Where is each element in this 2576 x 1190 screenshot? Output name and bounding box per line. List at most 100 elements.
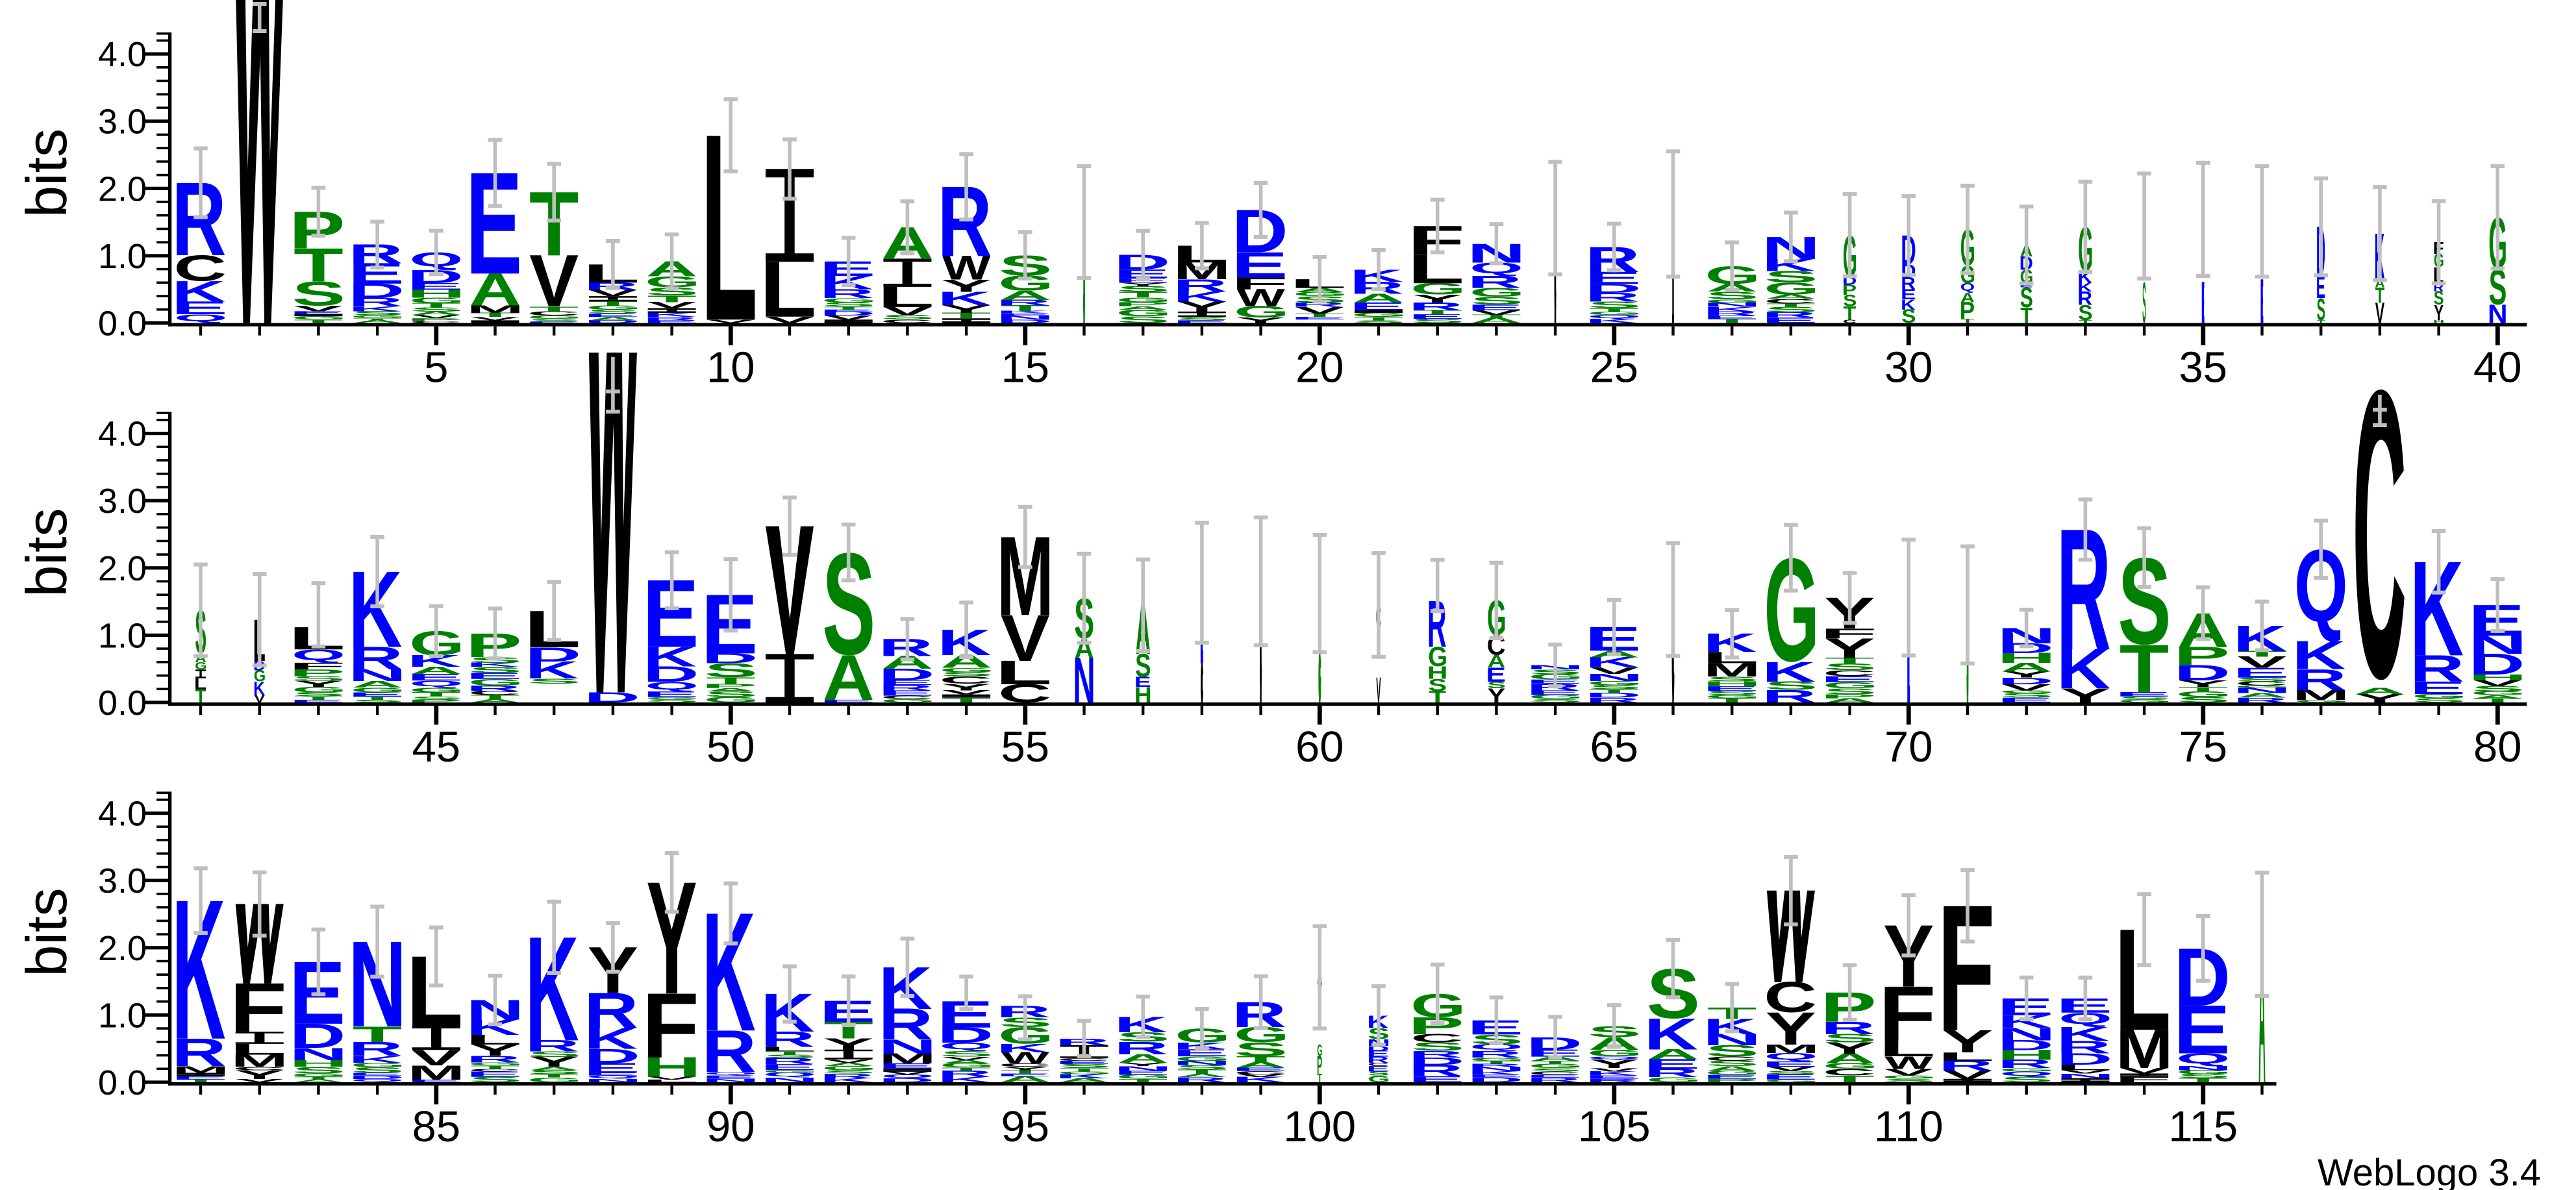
svg-text:N: N (1997, 1024, 2057, 1045)
svg-text:bits: bits (14, 888, 79, 977)
svg-text:E: E (1231, 245, 1288, 285)
svg-text:K: K (1762, 255, 1816, 275)
svg-text:F: F (2114, 1075, 2172, 1084)
svg-text:T: T (1295, 312, 1345, 317)
svg-text:Q: Q (174, 312, 228, 323)
svg-text:A: A (351, 319, 403, 324)
svg-text:D: D (1997, 676, 2054, 687)
svg-text:E: E (819, 309, 875, 312)
svg-text:S: S (1764, 268, 1818, 286)
svg-text:F: F (1231, 274, 1288, 293)
svg-text:A: A (1824, 697, 1876, 704)
svg-text:N: N (2488, 299, 2508, 328)
svg-text:D: D (1997, 1037, 2054, 1053)
svg-text:T: T (353, 317, 403, 321)
svg-text:A: A (940, 1059, 992, 1064)
svg-text:S: S (469, 665, 522, 675)
svg-text:K: K (1703, 305, 1757, 313)
svg-text:R: R (760, 1027, 815, 1052)
svg-text:2.0: 2.0 (98, 929, 147, 968)
svg-text:S: S (1706, 690, 1759, 697)
svg-text:V: V (294, 304, 343, 313)
svg-text:R: R (1408, 1061, 1463, 1080)
svg-text:T: T (412, 302, 462, 309)
svg-text:T: T (942, 311, 992, 319)
svg-text:S: S (2000, 691, 2053, 699)
svg-text:4.0: 4.0 (98, 35, 147, 74)
svg-text:Q: Q (1588, 314, 1642, 319)
svg-text:T: T (942, 696, 992, 704)
svg-text:K: K (643, 312, 697, 318)
svg-text:P: P (1114, 301, 1170, 308)
svg-text:E: E (819, 699, 875, 704)
svg-text:K: K (1703, 1014, 1757, 1039)
svg-text:R: R (1527, 1076, 1581, 1084)
svg-text:A: A (1176, 1072, 1228, 1078)
svg-text:K: K (2057, 1023, 2110, 1045)
svg-text:M: M (1762, 1042, 1819, 1056)
svg-text:K: K (1997, 1011, 2051, 1032)
svg-text:N: N (1585, 672, 1644, 684)
svg-text:C: C (1057, 1058, 1110, 1061)
svg-text:S: S (645, 285, 699, 298)
svg-text:H: H (2468, 673, 2527, 682)
svg-text:S: S (1428, 675, 1447, 695)
svg-text:20: 20 (1295, 343, 1344, 392)
svg-text:Q: Q (586, 1074, 640, 1078)
svg-text:K: K (349, 1054, 403, 1065)
svg-text:V: V (2473, 678, 2522, 688)
svg-text:A: A (999, 288, 1051, 303)
svg-text:E: E (1114, 1069, 1170, 1076)
svg-text:E: E (2409, 678, 2466, 698)
svg-text:E: E (1486, 663, 1506, 686)
svg-text:S: S (822, 301, 875, 308)
svg-text:R: R (1762, 310, 1816, 319)
svg-text:M: M (2292, 688, 2349, 703)
svg-text:S: S (1823, 662, 1877, 672)
svg-text:R: R (1468, 272, 1522, 291)
svg-text:S: S (2020, 282, 2033, 314)
svg-text:E: E (1703, 314, 1759, 319)
svg-text:D: D (348, 279, 405, 303)
svg-text:D: D (937, 1023, 994, 1047)
svg-text:K: K (584, 1022, 638, 1056)
svg-text:R: R (349, 1038, 403, 1061)
svg-text:N: N (996, 314, 1055, 321)
svg-text:N: N (2468, 630, 2527, 660)
svg-text:A: A (1471, 316, 1523, 325)
svg-text:C: C (1823, 1067, 1876, 1077)
svg-text:T: T (1590, 307, 1640, 312)
svg-text:R: R (1644, 1066, 1699, 1080)
svg-text:R: R (1173, 275, 1227, 295)
svg-text:E: E (348, 1072, 405, 1076)
svg-text:C: C (940, 674, 993, 686)
svg-text:55: 55 (1001, 723, 1050, 771)
svg-text:T: T (1429, 688, 1446, 706)
svg-text:G: G (1882, 1074, 1937, 1080)
svg-text:S: S (410, 306, 463, 313)
svg-text:C: C (1201, 652, 1203, 714)
svg-text:S: S (1706, 675, 1759, 682)
svg-text:E: E (466, 1070, 522, 1078)
svg-text:C: C (468, 690, 521, 697)
svg-text:V: V (470, 316, 519, 321)
svg-text:A: A (587, 316, 639, 321)
svg-text:V: V (1471, 309, 1521, 317)
svg-text:75: 75 (2179, 723, 2228, 771)
svg-text:C: C (527, 310, 581, 317)
svg-text:F: F (229, 969, 287, 1047)
svg-text:K: K (702, 876, 756, 1067)
svg-text:S: S (528, 318, 581, 323)
svg-text:E: E (2020, 282, 2033, 289)
svg-text:G: G (586, 304, 642, 311)
svg-text:F: F (642, 974, 699, 1078)
svg-text:G: G (1057, 1071, 1112, 1074)
svg-text:F: F (288, 661, 346, 672)
svg-text:L: L (1879, 1036, 1936, 1061)
svg-text:R: R (1585, 696, 1640, 704)
svg-text:E: E (1644, 1056, 1700, 1072)
svg-text:W: W (942, 249, 991, 288)
svg-text:A: A (705, 687, 757, 692)
svg-text:H: H (1997, 1047, 2057, 1063)
svg-text:1.0: 1.0 (98, 237, 147, 276)
